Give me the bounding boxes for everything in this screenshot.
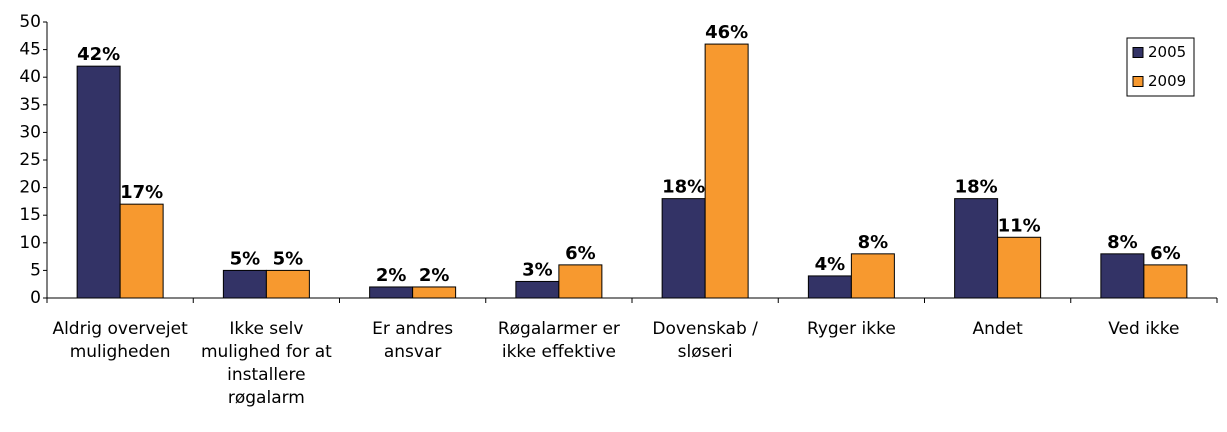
data-label: 18% bbox=[955, 177, 998, 198]
bar bbox=[850, 253, 895, 299]
y-tick-label: 40 bbox=[19, 67, 41, 87]
bar bbox=[954, 198, 999, 299]
y-tick-label: 5 bbox=[30, 260, 41, 280]
data-label: 17% bbox=[120, 182, 163, 203]
x-tick-label: Ved ikke bbox=[1108, 319, 1180, 339]
data-label: 11% bbox=[998, 215, 1041, 236]
data-label: 4% bbox=[815, 254, 846, 275]
data-label: 5% bbox=[230, 248, 261, 269]
bar bbox=[1143, 264, 1188, 299]
bar bbox=[807, 275, 852, 299]
y-tick-label: 20 bbox=[19, 178, 41, 198]
bar bbox=[119, 203, 164, 299]
legend-swatch bbox=[1132, 47, 1144, 58]
y-tick-label: 35 bbox=[19, 95, 41, 115]
x-tick-label: Andet bbox=[972, 319, 1023, 339]
legend-label: 2005 bbox=[1148, 43, 1186, 61]
bar bbox=[558, 264, 603, 299]
data-label: 6% bbox=[1150, 243, 1181, 264]
bar bbox=[704, 43, 749, 299]
bar bbox=[76, 65, 121, 299]
y-tick-label: 0 bbox=[30, 288, 41, 308]
data-label: 18% bbox=[662, 177, 705, 198]
legend-swatch bbox=[1132, 76, 1144, 87]
x-tick-label: Dovenskab / sløseri bbox=[652, 319, 758, 362]
x-tick-label: Røgalarmer er ikke effektive bbox=[497, 319, 620, 362]
data-label: 8% bbox=[1107, 232, 1138, 253]
data-label: 46% bbox=[705, 22, 748, 43]
bar bbox=[997, 236, 1042, 299]
x-tick-label: Er andres ansvar bbox=[372, 319, 454, 362]
data-label: 2% bbox=[376, 265, 407, 286]
y-tick-label: 45 bbox=[19, 40, 41, 60]
y-tick-label: 10 bbox=[19, 233, 41, 253]
bar bbox=[412, 286, 457, 299]
y-tick-label: 50 bbox=[19, 12, 41, 32]
data-label: 3% bbox=[522, 259, 553, 280]
data-label: 8% bbox=[858, 232, 889, 253]
data-label: 6% bbox=[565, 243, 596, 264]
x-tick-label: Aldrig overvejet muligheden bbox=[52, 319, 188, 362]
bar bbox=[369, 286, 414, 299]
bar bbox=[661, 198, 706, 299]
y-tick-label: 15 bbox=[19, 205, 41, 225]
x-tick-label: Ikke selv mulighed for at installere røg… bbox=[200, 319, 332, 408]
bar bbox=[1100, 253, 1145, 299]
y-tick-label: 30 bbox=[19, 122, 41, 142]
y-tick-label: 25 bbox=[19, 150, 41, 170]
bar bbox=[265, 269, 310, 299]
data-label: 5% bbox=[273, 248, 304, 269]
bar bbox=[515, 280, 560, 299]
x-tick-label: Ryger ikke bbox=[806, 319, 896, 339]
legend-label: 2009 bbox=[1148, 72, 1186, 90]
data-label: 2% bbox=[419, 265, 450, 286]
bar bbox=[222, 269, 267, 299]
data-label: 42% bbox=[77, 44, 120, 65]
